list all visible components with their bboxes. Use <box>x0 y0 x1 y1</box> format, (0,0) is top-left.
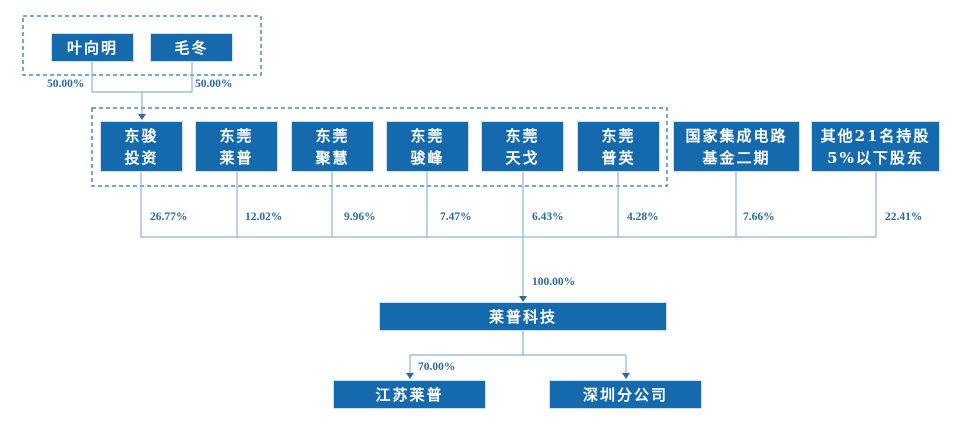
pct-label: 9.96% <box>344 211 376 223</box>
shareholder-name-line: 投资 <box>124 148 159 167</box>
pct-label: 4.28% <box>627 211 659 223</box>
shareholder-box: 东骏 投资 <box>100 121 183 172</box>
shareholder-box: 东莞 天戈 <box>481 121 564 172</box>
shareholder-name-line: 其他21名持股 <box>820 126 931 145</box>
shareholder-box: 其他21名持股 5%以下股东 <box>811 121 940 172</box>
shareholder-box: 东莞 骏峰 <box>386 121 469 172</box>
pct-label: 7.47% <box>440 211 472 223</box>
arrow-icon <box>138 114 146 120</box>
shareholder-box: 东莞 普英 <box>577 121 660 172</box>
shareholder-name-line: 国家集成电路 <box>685 126 788 145</box>
pct-label: 22.41% <box>885 211 923 223</box>
pct-label: 7.66% <box>743 211 775 223</box>
subsidiary-jiangsu: 江苏莱普 <box>333 380 486 409</box>
arrow-icon <box>519 296 527 302</box>
shareholder-name-line: 东莞 <box>315 126 350 145</box>
shareholder-name-line: 普英 <box>601 148 636 167</box>
pct-label: 50.00% <box>195 78 233 90</box>
pct-label: 26.77% <box>150 211 188 223</box>
pct-label: 50.00% <box>47 78 85 90</box>
shareholder-name-line: 骏峰 <box>410 148 445 167</box>
shareholder-name-line: 莱普 <box>219 148 254 167</box>
shareholder-box: 国家集成电路 基金二期 <box>673 121 800 172</box>
shareholder-name-line: 5%以下股东 <box>827 148 924 167</box>
shareholder-name-line: 东骏 <box>124 126 159 145</box>
arrow-icon <box>406 373 414 379</box>
holder-ye-xiangming: 叶向明 <box>51 33 134 62</box>
pct-label: 6.43% <box>532 211 564 223</box>
platforms-group-border <box>91 107 668 187</box>
shareholder-name-line: 东莞 <box>601 126 636 145</box>
shareholder-name-line: 东莞 <box>219 126 254 145</box>
founders-group-border <box>22 15 262 76</box>
shareholder-box: 东莞 聚慧 <box>291 121 374 172</box>
shareholder-name-line: 基金二期 <box>702 148 771 167</box>
subsidiary-shenzhen: 深圳分公司 <box>549 380 702 409</box>
pct-label: 70.00% <box>418 361 456 373</box>
holder-mao-dong: 毛冬 <box>150 33 233 62</box>
pct-label: 100.00% <box>532 276 576 288</box>
shareholder-name-line: 聚慧 <box>315 148 350 167</box>
shareholder-name-line: 东莞 <box>505 126 540 145</box>
founders-connector <box>91 62 193 93</box>
shareholder-box: 东莞 莱普 <box>195 121 278 172</box>
arrow-icon <box>622 373 630 379</box>
company-box: 莱普科技 <box>379 302 667 331</box>
shareholder-name-line: 东莞 <box>410 126 445 145</box>
shareholder-name-line: 天戈 <box>505 148 540 167</box>
pct-label: 12.02% <box>245 211 283 223</box>
